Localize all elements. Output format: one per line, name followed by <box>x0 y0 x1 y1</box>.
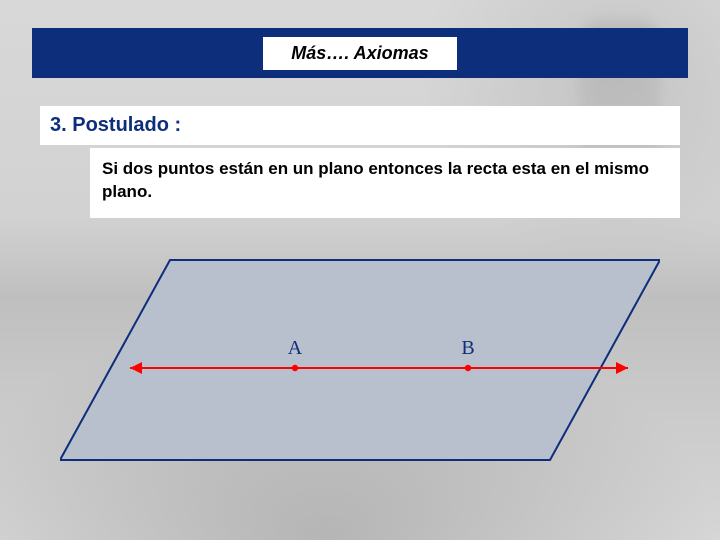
header-bar: Más…. Axiomas <box>32 28 688 78</box>
plane-shape <box>60 260 660 460</box>
postulado-body-text: Si dos puntos están en un plano entonces… <box>102 158 668 204</box>
header-title: Más…. Axiomas <box>263 37 456 70</box>
arrow-right <box>616 362 628 374</box>
postulado-label-box: 3. Postulado : <box>40 106 680 145</box>
point-B <box>465 365 471 371</box>
plane-figure: AB <box>60 250 660 480</box>
postulado-label: 3. Postulado : <box>50 114 181 136</box>
postulado-body-box: Si dos puntos están en un plano entonces… <box>90 148 680 218</box>
point-label-B: B <box>461 337 474 359</box>
point-A <box>292 365 298 371</box>
point-label-A: A <box>288 337 303 359</box>
